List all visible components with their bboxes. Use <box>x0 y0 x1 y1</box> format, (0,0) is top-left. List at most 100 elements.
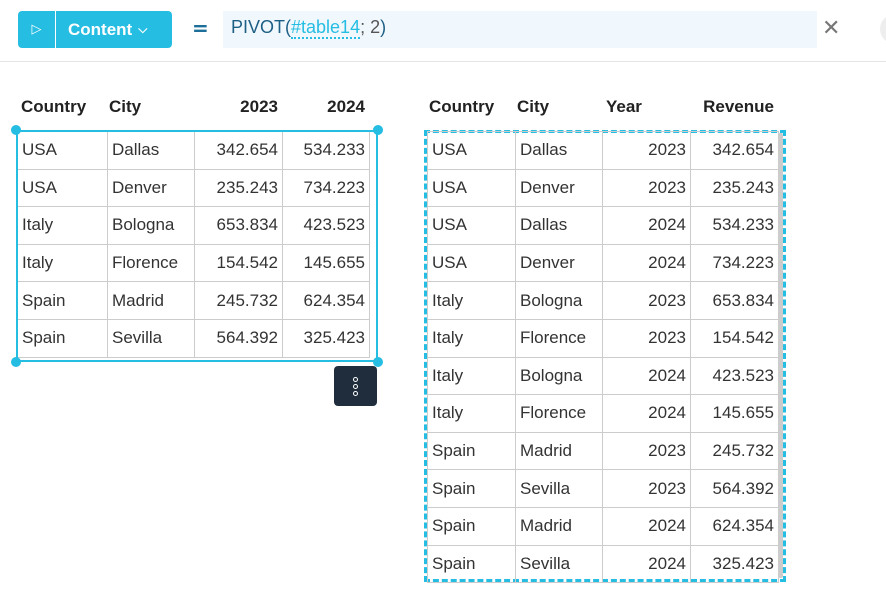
table-cell[interactable]: Madrid <box>515 506 603 546</box>
table-cell[interactable]: Spain <box>427 506 516 546</box>
table-cell[interactable]: 2024 <box>602 394 691 433</box>
data-table: USA Dallas 2023 342.654 USA Denver 2023 235.243… <box>427 131 779 584</box>
table-cell[interactable]: 423.523 <box>282 206 370 245</box>
table-cell[interactable]: Dallas <box>107 131 195 170</box>
column-header[interactable]: Revenue <box>703 97 774 116</box>
mode-dropdown[interactable]: Content ⌵ <box>56 20 147 40</box>
table-row: Italy Bologna 2024 423.523 <box>427 356 779 396</box>
table-cell[interactable]: 653.834 <box>194 206 283 245</box>
table-cell[interactable]: Dallas <box>515 131 603 170</box>
table-cell[interactable]: 2024 <box>602 206 691 245</box>
column-header[interactable]: City <box>109 97 142 116</box>
table-cell[interactable]: Italy <box>427 318 516 358</box>
table-cell[interactable]: 2023 <box>602 431 691 471</box>
table-cell[interactable]: Italy <box>17 206 108 245</box>
table-cell[interactable]: 534.233 <box>690 206 779 245</box>
table-cell[interactable]: Denver <box>515 168 603 208</box>
table-cell[interactable]: Bologna <box>515 281 603 320</box>
table-cell[interactable]: 235.243 <box>690 168 779 208</box>
table-cell[interactable]: 734.223 <box>690 243 779 283</box>
table-cell[interactable]: 245.732 <box>690 431 779 471</box>
table-cell[interactable]: Italy <box>427 281 516 320</box>
table-cell[interactable]: 2023 <box>602 281 691 320</box>
table-cell[interactable]: 2023 <box>602 131 691 170</box>
more-vertical-icon[interactable] <box>334 366 377 406</box>
table-cell[interactable]: 2024 <box>602 544 691 584</box>
table-cell[interactable]: Spain <box>427 544 516 584</box>
table-cell[interactable]: 2023 <box>602 168 691 208</box>
formula-reference[interactable]: #table14 <box>291 17 361 39</box>
table-row: Spain Madrid 245.732 624.354 <box>17 281 370 320</box>
table-row: USA Dallas 2023 342.654 <box>427 131 779 170</box>
table-cell[interactable]: Spain <box>17 281 108 320</box>
column-header[interactable]: City <box>517 97 550 116</box>
table-cell[interactable]: 342.654 <box>690 131 779 170</box>
resize-handle[interactable] <box>373 125 383 135</box>
chevron-down-icon: ⌵ <box>138 22 148 36</box>
table-cell[interactable]: 2023 <box>602 469 691 508</box>
avatar[interactable] <box>880 14 886 44</box>
table-cell[interactable]: 2024 <box>602 243 691 283</box>
table-cell[interactable]: 325.423 <box>690 544 779 584</box>
table-cell[interactable]: 2023 <box>602 318 691 358</box>
table-cell[interactable]: 624.354 <box>690 506 779 546</box>
table-cell[interactable]: USA <box>427 243 516 283</box>
table-cell[interactable]: 154.542 <box>690 318 779 358</box>
table-cell[interactable]: 145.655 <box>282 243 370 283</box>
table-cell[interactable]: USA <box>17 131 108 170</box>
column-header[interactable]: Country <box>21 97 87 116</box>
table-cell[interactable]: 2024 <box>602 506 691 546</box>
table-cell[interactable]: Bologna <box>107 206 195 245</box>
table-row: USA Dallas 2024 534.233 <box>427 206 779 245</box>
scrollbar[interactable] <box>778 133 783 578</box>
table-row: USA Denver 2024 734.223 <box>427 243 779 283</box>
close-icon[interactable]: ✕ <box>822 16 841 41</box>
resize-handle[interactable] <box>373 357 383 367</box>
table-cell[interactable]: USA <box>427 131 516 170</box>
table-cell[interactable]: 564.392 <box>690 469 779 508</box>
table-cell[interactable]: 154.542 <box>194 243 283 283</box>
selection-frame <box>16 130 378 362</box>
run-content-button[interactable]: ▷ Content ⌵ <box>18 11 172 48</box>
table-cell[interactable]: Madrid <box>515 431 603 471</box>
table-cell[interactable]: 423.523 <box>690 356 779 396</box>
table-cell[interactable]: 653.834 <box>690 281 779 320</box>
table-cell[interactable]: Denver <box>515 243 603 283</box>
play-icon[interactable]: ▷ <box>18 11 56 48</box>
resize-handle[interactable] <box>11 125 21 135</box>
resize-handle[interactable] <box>11 357 21 367</box>
formula-input[interactable]: PIVOT(#table14; 2) <box>223 11 817 48</box>
table-cell[interactable]: 325.423 <box>282 318 370 358</box>
table-cell[interactable]: Spain <box>427 431 516 471</box>
column-header[interactable]: Year <box>606 97 642 116</box>
table-cell[interactable]: USA <box>427 206 516 245</box>
table-cell[interactable]: Florence <box>515 394 603 433</box>
table-cell[interactable]: Sevilla <box>515 469 603 508</box>
table-cell[interactable]: 734.223 <box>282 168 370 208</box>
table-cell[interactable]: Italy <box>427 394 516 433</box>
column-header[interactable]: 2024 <box>327 97 365 116</box>
table-row: Italy Bologna 653.834 423.523 <box>17 206 370 245</box>
table-cell[interactable]: 624.354 <box>282 281 370 320</box>
table-row: Spain Madrid 2024 624.354 <box>427 506 779 546</box>
column-header[interactable]: 2023 <box>240 97 278 116</box>
table-cell[interactable]: 235.243 <box>194 168 283 208</box>
table-cell[interactable]: Dallas <box>515 206 603 245</box>
table-cell[interactable]: Italy <box>17 243 108 283</box>
table-cell[interactable]: Florence <box>515 318 603 358</box>
equals-sign: = <box>192 16 209 40</box>
table-cell[interactable]: Spain <box>17 318 108 358</box>
table-cell[interactable]: USA <box>427 168 516 208</box>
column-header[interactable]: Country <box>429 97 495 116</box>
formula-close-paren: ) <box>380 17 387 37</box>
table-cell[interactable]: Italy <box>427 356 516 396</box>
table-cell[interactable]: Spain <box>427 469 516 508</box>
table-cell[interactable]: 145.655 <box>690 394 779 433</box>
table-cell[interactable]: Sevilla <box>515 544 603 584</box>
data-table: USA Dallas 342.654 534.233 USA Denver 235.243 7… <box>17 131 370 358</box>
table-row: Italy Florence 2024 145.655 <box>427 394 779 433</box>
table-cell[interactable]: 2024 <box>602 356 691 396</box>
table-cell[interactable]: Sevilla <box>107 318 195 358</box>
table-cell[interactable]: Florence <box>107 243 195 283</box>
table-cell[interactable]: Bologna <box>515 356 603 396</box>
